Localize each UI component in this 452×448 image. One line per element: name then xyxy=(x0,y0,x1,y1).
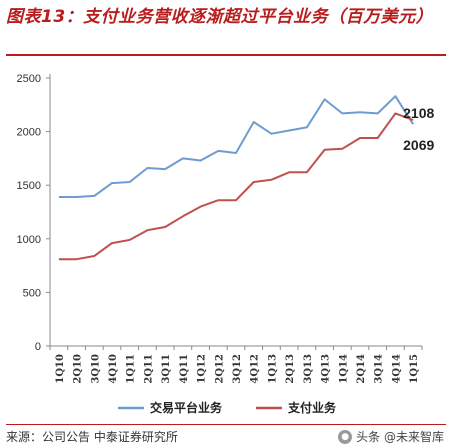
figure-title-block: 图表13：支付业务营收逐渐超过平台业务（百万美元） xyxy=(6,6,446,28)
y-tick-label: 2500 xyxy=(17,73,41,85)
data-label: 2069 xyxy=(403,137,434,153)
x-tick-label: 4Q12 xyxy=(250,354,261,384)
x-tick-label: 1Q13 xyxy=(267,354,278,384)
series-line-2 xyxy=(58,112,414,261)
data-label: 2108 xyxy=(403,105,434,121)
title-divider xyxy=(6,54,446,56)
x-tick-label: 4Q14 xyxy=(391,354,402,384)
x-tick-label: 2Q11 xyxy=(143,354,154,384)
y-tick-label: 1000 xyxy=(17,234,41,246)
x-tick-label: 1Q15 xyxy=(409,354,420,384)
watermark: ● 头条 @未来智库 xyxy=(338,428,444,445)
line-chart: 0 500 1000 1500 2000 2500 1Q10 2Q10 3Q10 4Q10 1Q11… xyxy=(17,73,435,415)
x-tick-label: 3Q10 xyxy=(90,354,101,384)
figure-title: 图表13：支付业务营收逐渐超过平台业务（百万美元） xyxy=(6,7,434,27)
source-note: 来源：公司公告 中泰证券研究所 xyxy=(6,430,178,444)
x-tick-label: 1Q10 xyxy=(55,354,66,384)
x-tick-label: 1Q12 xyxy=(197,354,208,384)
x-tick-label: 2Q12 xyxy=(214,354,225,384)
legend-label-1: 交易平台业务 xyxy=(150,400,223,415)
x-tick-label: 4Q10 xyxy=(108,354,119,384)
y-tick-label: 2000 xyxy=(17,127,41,139)
y-tick-label: 1500 xyxy=(17,180,41,192)
y-tick-label: 0 xyxy=(35,341,41,353)
x-tick-label: 1Q11 xyxy=(126,354,137,384)
x-tick-label: 4Q13 xyxy=(321,354,332,384)
y-tick-label: 500 xyxy=(23,287,41,299)
x-tick-label: 4Q11 xyxy=(179,354,190,384)
x-tick-label: 2Q13 xyxy=(285,354,296,384)
legend-label-2: 支付业务 xyxy=(287,400,337,415)
x-tick-label: 2Q10 xyxy=(73,354,84,384)
x-tick-label: 3Q13 xyxy=(303,354,314,384)
x-tick-label: 3Q14 xyxy=(374,354,385,384)
series-line-1 xyxy=(58,95,414,198)
x-tick-label: 1Q14 xyxy=(338,354,349,384)
watermark-text: 头条 @未来智库 xyxy=(356,430,444,444)
watermark-logo-icon: ● xyxy=(338,429,353,444)
x-tick-label: 2Q14 xyxy=(356,354,367,384)
x-tick-label: 3Q11 xyxy=(161,354,172,384)
source-divider xyxy=(6,424,446,425)
x-tick-label: 3Q12 xyxy=(232,354,243,384)
